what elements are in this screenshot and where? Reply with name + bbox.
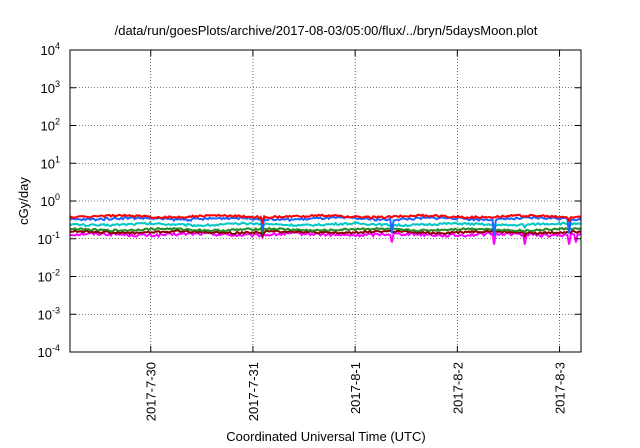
y-axis: 104 103 102 101 100 10-1 10-2 10-3 10-4 — [38, 41, 581, 360]
y-tick-label: 10-3 — [38, 305, 60, 322]
y-tick-label: 10-4 — [38, 343, 60, 360]
y-tick-label: 10-2 — [38, 268, 60, 285]
y-tick-label: 103 — [41, 79, 60, 96]
grid — [70, 50, 581, 352]
y-tick-label: 10-1 — [38, 230, 60, 247]
x-tick-label: 2017-7-31 — [246, 362, 261, 421]
series-line — [69, 226, 582, 235]
y-tick-label: 102 — [41, 117, 60, 134]
series-line — [69, 213, 582, 226]
series-group — [69, 213, 582, 245]
series-line — [69, 230, 582, 245]
x-tick-label: 2017-7-30 — [144, 362, 159, 421]
x-tick-label: 2017-8-3 — [553, 362, 568, 414]
y-tick-label: 104 — [41, 41, 60, 58]
y-axis-label: cGy/day — [16, 177, 31, 225]
x-axis: 2017-7-30 2017-7-31 2017-8-1 2017-8-2 2017-8… — [144, 50, 568, 421]
y-tick-label: 100 — [41, 192, 60, 209]
y-tick-label: 101 — [41, 154, 60, 171]
x-tick-label: 2017-8-1 — [348, 362, 363, 414]
chart-title: /data/run/goesPlots/archive/2017-08-03/0… — [115, 23, 538, 38]
x-axis-label: Coordinated Universal Time (UTC) — [226, 429, 425, 444]
x-tick-label: 2017-8-2 — [450, 362, 465, 414]
